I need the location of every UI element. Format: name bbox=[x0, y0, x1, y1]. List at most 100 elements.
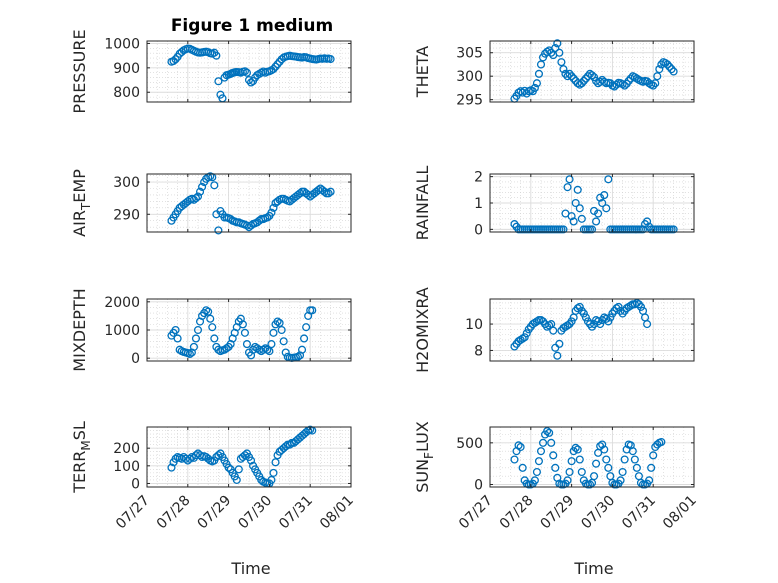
data-point bbox=[263, 213, 272, 222]
data-point bbox=[271, 62, 280, 71]
data-point bbox=[275, 318, 284, 328]
data-point bbox=[518, 463, 527, 472]
data-point bbox=[263, 345, 272, 354]
y-tick-label: 10 bbox=[465, 317, 483, 333]
data-point bbox=[604, 317, 613, 326]
y-tick-label: 295 bbox=[456, 93, 483, 109]
data-point bbox=[538, 438, 548, 447]
data-point bbox=[532, 79, 541, 88]
data-point bbox=[620, 81, 629, 90]
data-point bbox=[577, 467, 586, 477]
data-point bbox=[653, 72, 662, 81]
data-point bbox=[516, 442, 525, 452]
data-point bbox=[657, 60, 666, 69]
data-point bbox=[587, 71, 597, 80]
data-point bbox=[581, 313, 590, 322]
y-tick-label: 0 bbox=[131, 351, 140, 367]
data-point bbox=[620, 455, 629, 464]
data-point bbox=[212, 51, 221, 60]
data-point bbox=[271, 458, 280, 467]
data-point bbox=[324, 189, 333, 198]
data-point bbox=[547, 438, 556, 447]
data-point bbox=[647, 463, 656, 472]
data-point bbox=[543, 322, 552, 331]
y-axis-label: AIRTEMP bbox=[70, 169, 93, 237]
data-point bbox=[534, 457, 544, 466]
y-axis-label: MIXDEPTH bbox=[70, 288, 89, 371]
data-point bbox=[269, 65, 278, 74]
data-point bbox=[632, 463, 641, 472]
figure-title: Figure 1 medium bbox=[171, 16, 333, 36]
data-point bbox=[665, 62, 674, 71]
data-point bbox=[555, 48, 564, 57]
data-point bbox=[536, 447, 546, 456]
data-point bbox=[171, 325, 180, 335]
data-point bbox=[612, 304, 621, 313]
data-point bbox=[565, 175, 574, 184]
data-point bbox=[198, 182, 207, 191]
data-point bbox=[596, 320, 605, 329]
data-point bbox=[651, 79, 660, 88]
data-point bbox=[246, 456, 256, 465]
data-point bbox=[551, 463, 560, 472]
y-axis-label: RAINFALL bbox=[413, 166, 432, 241]
data-point bbox=[628, 447, 637, 456]
data-point bbox=[575, 302, 584, 311]
data-point bbox=[265, 347, 274, 356]
data-point bbox=[557, 58, 566, 67]
data-point bbox=[649, 81, 658, 90]
data-point bbox=[602, 455, 611, 464]
data-point bbox=[169, 56, 178, 66]
y-tick-label: 900 bbox=[113, 61, 140, 77]
y-axis-label: H2OMIXRA bbox=[413, 287, 432, 373]
data-point bbox=[669, 67, 678, 76]
data-point bbox=[573, 185, 582, 194]
data-point bbox=[210, 334, 219, 343]
y-tick-label: 1000 bbox=[104, 36, 140, 52]
data-point bbox=[559, 65, 568, 74]
data-point bbox=[300, 334, 309, 343]
xlabel-left: Time bbox=[230, 559, 270, 578]
data-point bbox=[606, 313, 615, 322]
axes-box bbox=[489, 298, 695, 362]
data-point bbox=[302, 323, 311, 332]
data-point bbox=[626, 74, 635, 83]
data-point bbox=[516, 335, 525, 344]
data-point bbox=[226, 215, 235, 224]
data-point bbox=[624, 76, 633, 85]
subplot-rainfall: 0 1 2 RAINFALL bbox=[413, 166, 695, 241]
y-tick-label: 1 bbox=[474, 196, 483, 212]
data-point bbox=[210, 181, 219, 190]
data-point bbox=[604, 463, 613, 472]
data-point bbox=[563, 183, 572, 192]
data-point bbox=[281, 442, 290, 451]
data-point bbox=[277, 325, 286, 335]
data-point bbox=[545, 321, 554, 330]
subplot-pressure: 800 900 1000 PRESSURE bbox=[70, 29, 352, 114]
data-point bbox=[571, 198, 580, 208]
data-point bbox=[240, 328, 249, 337]
y-tick-label: 8 bbox=[474, 343, 483, 359]
data-point bbox=[191, 334, 201, 343]
data-point bbox=[579, 309, 588, 318]
data-point bbox=[581, 74, 590, 83]
data-point bbox=[567, 457, 576, 466]
data-point bbox=[604, 175, 613, 184]
data-point bbox=[222, 344, 231, 353]
data-point bbox=[273, 60, 282, 69]
data-point bbox=[549, 451, 558, 460]
data-point bbox=[571, 443, 580, 452]
data-point bbox=[565, 69, 574, 78]
data-point bbox=[214, 226, 223, 235]
data-point bbox=[267, 475, 276, 484]
data-point bbox=[326, 55, 335, 64]
data-point bbox=[543, 427, 552, 436]
data-point bbox=[567, 212, 576, 221]
data-point bbox=[569, 74, 578, 83]
y-tick-label: 290 bbox=[113, 207, 140, 223]
data-point bbox=[238, 320, 247, 329]
data-point bbox=[173, 334, 182, 343]
data-point bbox=[559, 225, 568, 234]
data-point bbox=[600, 445, 609, 454]
